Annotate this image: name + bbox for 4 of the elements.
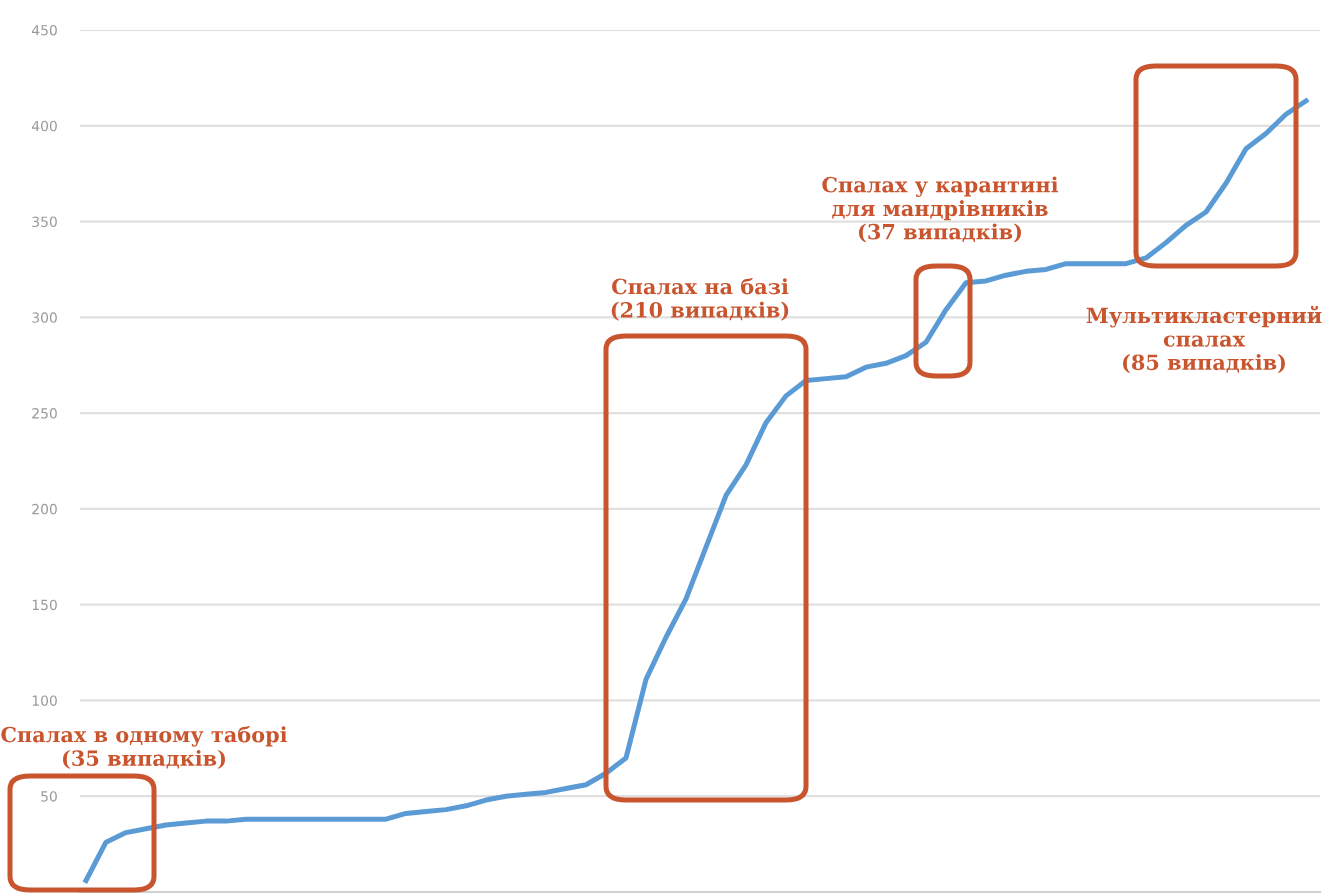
annotation: Спалах у карантині для мандрівників (37 випадків) [822, 176, 1059, 243]
annotation: Мультикластерний спалах (85 випадків) [1086, 305, 1322, 374]
annotation: Спалах в одному таборі (35 випадків) [1, 725, 288, 769]
annotation: Спалах на базі (210 випадків) [611, 277, 789, 321]
